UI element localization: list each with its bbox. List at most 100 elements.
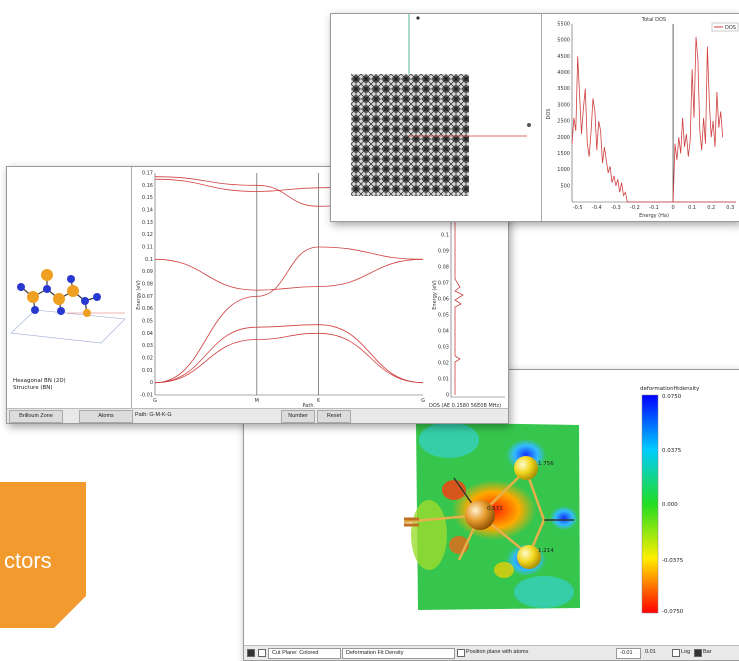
bar-label: Bar (703, 649, 712, 655)
band-statusbar: Brillouin Zone Atoms Path: G-M-K-G Numbe… (7, 408, 508, 423)
badge-text: ctors (4, 548, 52, 573)
range-min-field[interactable]: -0.01 (616, 648, 641, 659)
plane-type-select[interactable]: Deformation Fit Density (342, 648, 455, 659)
dos-side-curve (454, 175, 464, 395)
band-ytick: 0.02 (142, 356, 153, 362)
dos-xtick: 0.2 (707, 205, 715, 211)
path-label: Path: G-M-K-G (135, 412, 172, 418)
dos-side-ytick: 0.06 (438, 297, 449, 303)
structure-label: Hexagonal BN (2D) (13, 378, 66, 384)
dos-ytick: 2500 (557, 119, 570, 125)
dos-side-ytick: 0.02 (438, 361, 449, 367)
dos-side-ytick: 0.1 (441, 233, 449, 239)
tab-brillouin-zone[interactable]: Brillouin Zone (9, 410, 63, 423)
dos-ytick: 4500 (557, 54, 570, 60)
band-ytick: 0.16 (142, 183, 153, 189)
band-ytick: 0.05 (142, 319, 153, 325)
dos-xtick: -0.2 (630, 205, 640, 211)
dos-series-line-upper (672, 36, 724, 203)
dos-series (571, 36, 736, 203)
band-ytick: 0.01 (142, 368, 153, 374)
density-statusbar: Cut Plane: Colored Deformation Fit Densi… (244, 645, 739, 660)
bn-structure: Hexagonal BN (2D) Structure (BN) (10, 269, 126, 391)
band-ytick: 0 (150, 380, 153, 386)
dos-series-line (571, 56, 736, 203)
tab-atoms[interactable]: Atoms (79, 410, 133, 423)
band-ytick: 0.04 (142, 331, 153, 337)
dos-tick-labels: 500 1000 1500 2000 2500 3000 3500 4000 4500 5000 5… (557, 22, 734, 212)
log-checkbox[interactable] (672, 649, 680, 657)
dos-xtick: 0.3 (726, 205, 734, 211)
reset-button[interactable]: Reset (317, 410, 351, 423)
position-plane-checkbox[interactable] (457, 649, 465, 657)
band-kpoint-label: K (317, 398, 321, 404)
dos-axes (571, 24, 736, 203)
band-kpoint-label: G (153, 398, 157, 404)
dos-ytick: 500 (560, 183, 570, 189)
dos-legend-label: DOS (725, 25, 736, 31)
band-ytick: 0.06 (142, 306, 153, 312)
dos-xtick: 0 (671, 205, 674, 211)
cut-plane-toggle[interactable] (258, 649, 266, 657)
band-line (154, 324, 424, 384)
atom-center[interactable] (465, 500, 495, 530)
atom-label-center: 0.572 (487, 506, 503, 512)
atom-label-top: 1.756 (538, 461, 554, 467)
dos-xtick: -0.5 (573, 205, 583, 211)
dos-title: Total DOS (641, 17, 666, 23)
colorbar-tick: 0.000 (662, 502, 678, 508)
dos-side-ytick: 0.07 (438, 281, 449, 287)
structure-pane[interactable]: Hexagonal BN (2D) Structure (BN) (7, 167, 132, 409)
density-plane[interactable] (411, 422, 580, 610)
dos-ytick: 2000 (557, 135, 570, 141)
range-max-field[interactable]: 0.01 (645, 649, 656, 655)
structure-sublabel: Structure (BN) (13, 385, 53, 391)
band-axes (154, 173, 423, 396)
dos-window: Total DOS DOS 500 1000 1500 2000 2500 3000 350… (330, 13, 739, 222)
dos-ytick: 5000 (557, 38, 570, 44)
crystal-view[interactable] (331, 14, 541, 221)
band-ytick: 0.03 (142, 343, 153, 349)
band-ytick: 0.12 (142, 232, 153, 238)
density-plot: 1.756 0.572 1.214 deformationfitdensity … (403, 386, 700, 615)
band-ytick: 0.1 (145, 257, 153, 263)
dos-xlabel: Energy (Ha) (639, 213, 669, 219)
dos-xtick: -0.4 (592, 205, 602, 211)
band-tick-labels: -0.01 0 0.01 0.02 0.03 0.04 0.05 0.06 0.07 0.08 0.… (140, 171, 425, 405)
band-ytick: 0.17 (142, 171, 153, 177)
dos-ytick: 4000 (557, 70, 570, 76)
dos-legend: DOS (711, 22, 739, 32)
cut-plane-checkbox[interactable] (247, 649, 255, 657)
bar-checkbox[interactable] (694, 649, 702, 657)
number-button[interactable]: Number (281, 410, 315, 423)
atom-label-bottom: 1.214 (538, 548, 554, 554)
dos-side-ytick: 0.09 (438, 249, 449, 255)
band-ytick: -0.01 (140, 393, 153, 399)
atom-top[interactable] (514, 456, 538, 480)
dos-side-ytick: 0 (446, 393, 449, 399)
crystal-lattice (351, 74, 469, 196)
colorbar-tick: -0.0375 (662, 558, 684, 564)
dos-ytick: 1500 (557, 151, 570, 157)
dos-chart: Total DOS DOS 500 1000 1500 2000 2500 3000 350… (541, 14, 739, 221)
band-line (154, 258, 424, 291)
band-line (154, 332, 424, 384)
cut-plane-select[interactable]: Cut Plane: Colored (268, 648, 341, 659)
dos-side-bottom: DOS (AE 0.1580 56E0B MHz) (429, 403, 501, 409)
band-xlabel: Path (303, 403, 314, 409)
band-ytick: 0.14 (142, 208, 153, 214)
band-ytick: 0.07 (142, 294, 153, 300)
dos-ytick: 3500 (557, 86, 570, 92)
colorbar-title: deformationfitdensity (640, 386, 700, 392)
dos-side-ylabel: Energy (eV) (432, 280, 438, 310)
band-ytick: 0.11 (142, 245, 153, 251)
colorbar (641, 394, 659, 614)
colorbar-tick: 0.0750 (662, 394, 682, 400)
atom-bottom[interactable] (517, 545, 541, 569)
dos-side-ytick: 0.03 (438, 345, 449, 351)
log-label: Log (681, 649, 691, 655)
dos-xtick: 0.1 (688, 205, 696, 211)
band-ytick: 0.08 (142, 282, 153, 288)
dos-ytick: 3000 (557, 102, 570, 108)
dos-ytick: 1000 (557, 167, 570, 173)
